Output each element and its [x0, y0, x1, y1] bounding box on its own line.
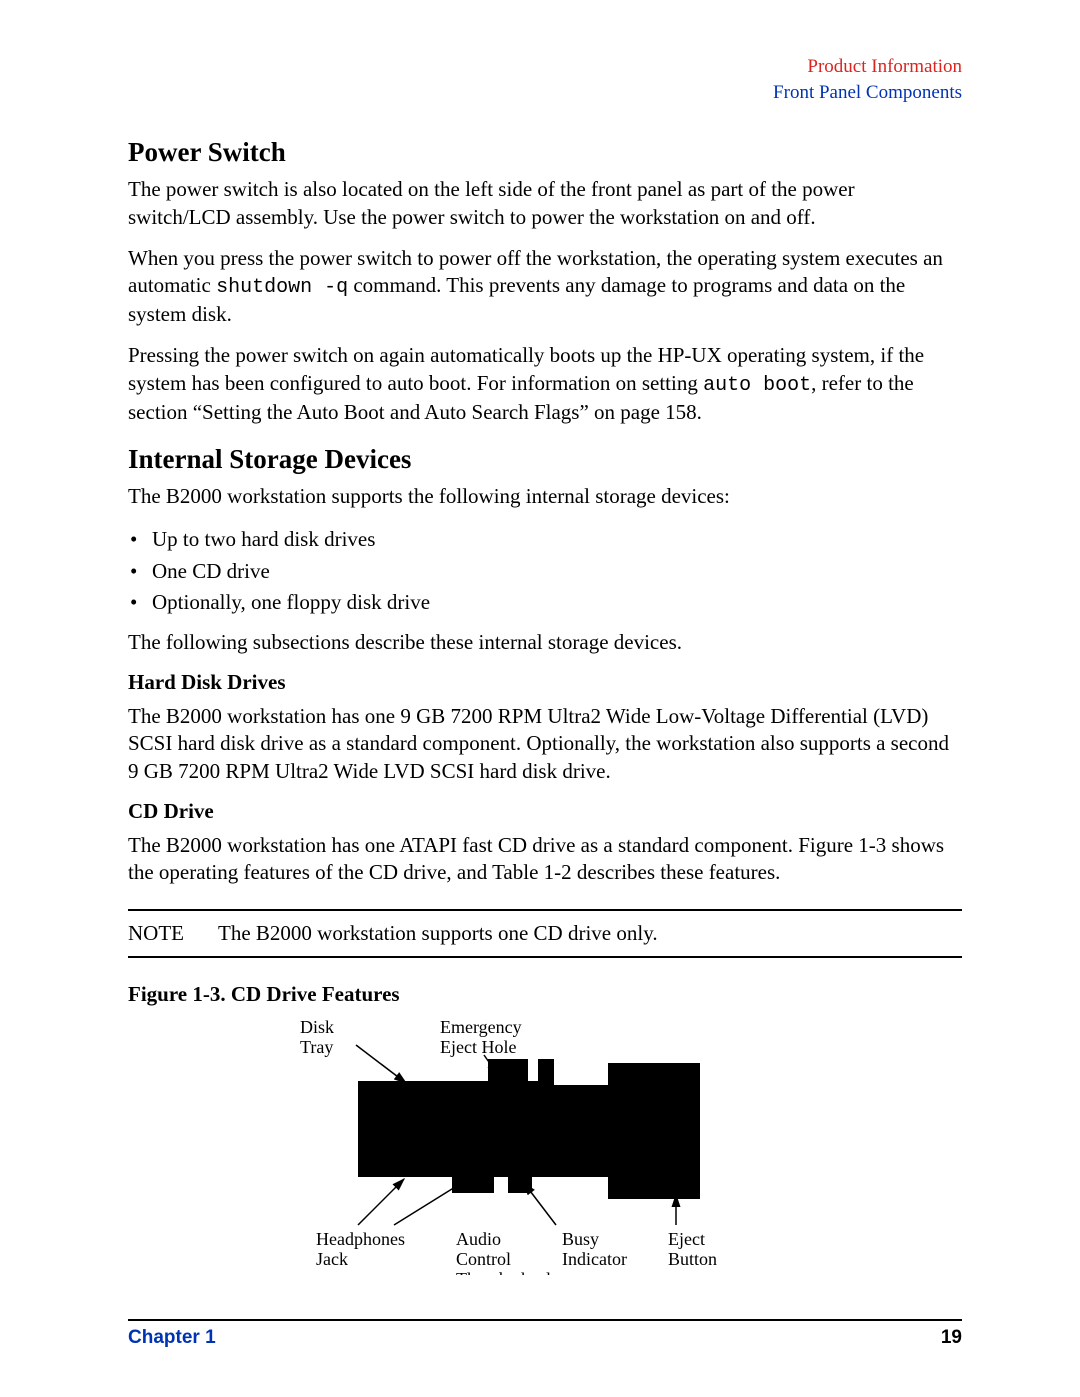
svg-text:Eject: Eject [668, 1229, 705, 1249]
footer-chapter: Chapter 1 [128, 1327, 216, 1349]
svg-text:Button: Button [668, 1249, 717, 1269]
header-line1: Product Information [128, 54, 962, 80]
svg-text:Headphones: Headphones [316, 1229, 405, 1249]
svg-text:Disk: Disk [300, 1017, 334, 1037]
svg-text:Busy: Busy [562, 1229, 599, 1249]
svg-text:Control: Control [456, 1249, 511, 1269]
p2-code: shutdown -q [216, 276, 348, 299]
page-header: Product Information Front Panel Componen… [128, 54, 962, 105]
internal-storage-intro: The B2000 workstation supports the follo… [128, 483, 962, 510]
note-label: NOTE [128, 921, 218, 946]
header-line2: Front Panel Components [128, 80, 962, 106]
note-text: The B2000 workstation supports one CD dr… [218, 921, 658, 946]
list-item: Up to two hard disk drives [128, 524, 962, 556]
storage-list: Up to two hard disk drives One CD drive … [128, 524, 962, 619]
power-switch-p3: Pressing the power switch on again autom… [128, 342, 962, 426]
list-item: Optionally, one floppy disk drive [128, 587, 962, 619]
svg-text:Eject Hole: Eject Hole [440, 1037, 516, 1057]
manual-page: Product Information Front Panel Componen… [0, 0, 1080, 1397]
svg-text:Jack: Jack [316, 1249, 348, 1269]
footer-page-number: 19 [941, 1327, 962, 1349]
section-internal-storage-title: Internal Storage Devices [128, 444, 962, 475]
cd-title: CD Drive [128, 799, 962, 824]
power-switch-p1: The power switch is also located on the … [128, 176, 962, 231]
cd-drive-figure: DiskTray EmergencyEject Hole HeadphonesJac… [208, 1015, 768, 1275]
p3-code: auto boot [703, 374, 811, 397]
list-item: One CD drive [128, 556, 962, 588]
section-power-switch-title: Power Switch [128, 137, 962, 168]
page-footer: Chapter 1 19 [128, 1327, 962, 1349]
power-switch-p2: When you press the power switch to power… [128, 245, 962, 329]
figure-caption: Figure 1-3. CD Drive Features [128, 982, 962, 1007]
hdd-body: The B2000 workstation has one 9 GB 7200 … [128, 703, 962, 785]
svg-text:Indicator: Indicator [562, 1249, 627, 1269]
svg-text:Audio: Audio [456, 1229, 501, 1249]
svg-text:Thumbwheel: Thumbwheel [456, 1269, 551, 1275]
svg-text:Tray: Tray [300, 1037, 333, 1057]
footer-rule [128, 1319, 962, 1321]
cd-body: The B2000 workstation has one ATAPI fast… [128, 832, 962, 887]
note-block: NOTE The B2000 workstation supports one … [128, 909, 962, 958]
internal-storage-after: The following subsections describe these… [128, 629, 962, 656]
hdd-title: Hard Disk Drives [128, 670, 962, 695]
svg-text:Emergency: Emergency [440, 1017, 522, 1037]
